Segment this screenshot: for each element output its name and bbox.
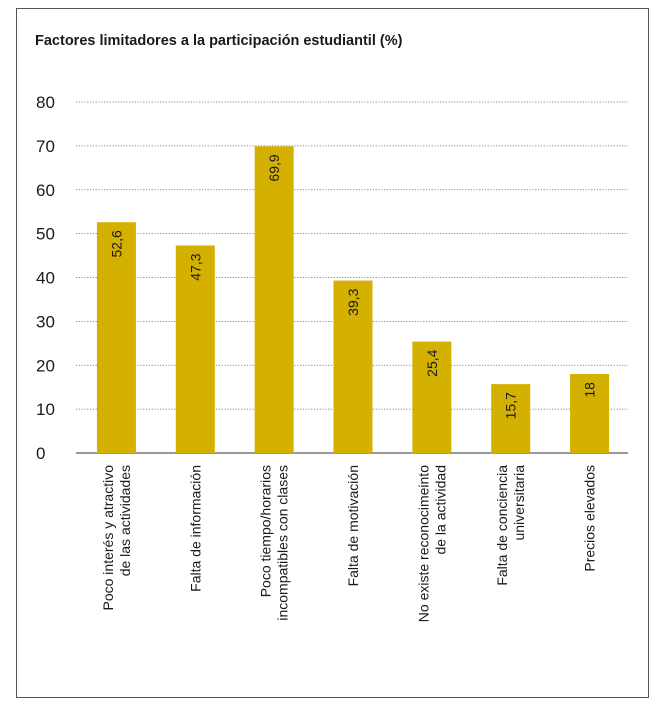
data-label: 47,3 [187,253,203,280]
category-label: Poco tiempo/horarios [258,465,274,597]
y-tick-label: 50 [36,225,55,244]
bar [175,245,215,453]
category-label: Poco interés y atractivo [100,465,116,611]
category-label: Falta de información [187,465,203,592]
chart-title: Factores limitadores a la participación … [35,33,403,49]
y-tick-label: 30 [36,312,55,331]
y-tick-label: 40 [36,269,55,288]
category-label: Falta de motivación [345,465,361,586]
data-label: 52,6 [108,230,124,257]
category-label: universitaria [511,465,527,541]
y-tick-label: 60 [36,181,55,200]
bar [412,341,452,453]
category-label: de la actividad [432,465,448,555]
data-label: 25,4 [424,349,440,376]
y-tick-label: 70 [36,137,55,156]
y-tick-label: 80 [36,93,55,112]
bar [333,280,373,453]
bar [96,222,136,453]
bar [491,384,531,453]
bar [570,374,610,453]
category-label: No existe reconocimeinto [415,465,431,622]
data-label: 18 [582,382,598,398]
y-tick-label: 10 [36,400,55,419]
category-label: incompatibles con clases [275,465,291,621]
category-label: Falta de conciencia [494,465,510,586]
data-label: 69,9 [266,154,282,181]
category-label: Precios elevados [582,465,598,572]
y-tick-label: 20 [36,356,55,375]
y-tick-label: 0 [36,444,45,463]
bar [254,146,294,453]
data-label: 15,7 [503,392,519,419]
category-label: de las actividades [117,465,133,576]
data-label: 39,3 [345,288,361,315]
